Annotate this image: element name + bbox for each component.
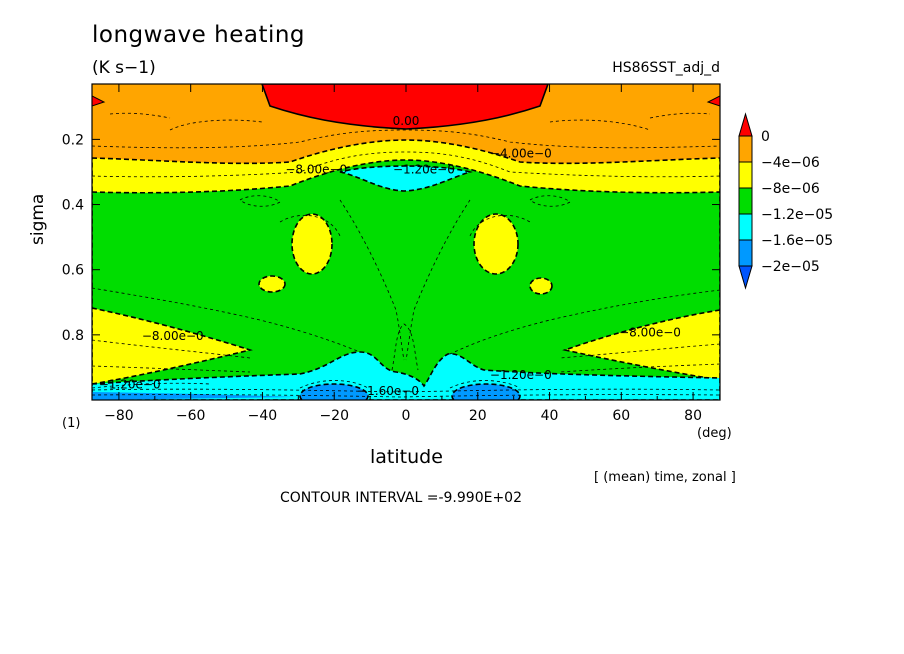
contour-label: −1.20e−0 bbox=[490, 368, 552, 382]
contour-label: −8.00e−0 bbox=[285, 163, 347, 177]
colorbar-swatch bbox=[738, 213, 753, 241]
y-axis-label: sigma bbox=[28, 193, 48, 245]
contour-label: −1.20e−0 bbox=[99, 378, 161, 392]
plot-area bbox=[92, 84, 720, 400]
region-yellow-blob-small-left bbox=[258, 275, 286, 293]
x-axis-label: latitude bbox=[370, 446, 443, 468]
region-red-left-edge bbox=[92, 95, 106, 107]
contour-label: −8.00e−0 bbox=[142, 329, 204, 343]
contour-label: −8.00e−0 bbox=[619, 326, 681, 340]
dataset-label: HS86SST_adj_d bbox=[612, 60, 720, 76]
colorbar: 0 −4e−06 −8e−06 −1.2e−05 −1.6e−05 −2e−05 bbox=[738, 112, 833, 290]
x-tick-label: 0 bbox=[402, 408, 411, 424]
x-tick-label: −40 bbox=[248, 408, 278, 424]
colorbar-swatch bbox=[738, 161, 753, 189]
region-yellow-blob-small-right bbox=[529, 277, 553, 295]
chart-title: longwave heating bbox=[92, 22, 306, 48]
region-blue-blob-right bbox=[451, 383, 521, 400]
x-tick-label: 60 bbox=[612, 408, 630, 424]
colorbar-label: −1.6e−05 bbox=[761, 233, 833, 249]
region-blue-bottom-strip bbox=[92, 392, 300, 400]
colorbar-label: −8e−06 bbox=[761, 181, 820, 197]
contour-label: −1.60e−0 bbox=[357, 384, 419, 398]
x-tick-label: −80 bbox=[104, 408, 134, 424]
averaging-note: [ (mean) time, zonal ] bbox=[594, 470, 736, 485]
x-tick-label: 40 bbox=[541, 408, 559, 424]
colorbar-swatch bbox=[738, 135, 753, 163]
x-axis: −80 −60 −40 −20 0 20 40 60 80 bbox=[104, 84, 702, 424]
colorbar-swatch bbox=[738, 265, 753, 290]
x-tick-label: 80 bbox=[684, 408, 702, 424]
contour-label: −1.20e−0 bbox=[393, 163, 455, 177]
colorbar-label: −4e−06 bbox=[761, 155, 820, 171]
thin-contours bbox=[92, 112, 720, 398]
region-yellow-blob-right bbox=[473, 213, 519, 275]
corner-label: (1) bbox=[62, 416, 81, 431]
y-tick-label: 0.6 bbox=[62, 263, 84, 279]
chart-units: (K s−1) bbox=[92, 58, 156, 78]
contour-label: 0.00 bbox=[393, 114, 420, 128]
region-cyan-upper-center bbox=[339, 165, 473, 192]
colorbar-label: −2e−05 bbox=[761, 259, 820, 275]
y-tick-label: 0.4 bbox=[62, 198, 84, 214]
region-green-main bbox=[92, 159, 720, 400]
x-tick-label: 20 bbox=[469, 408, 487, 424]
y-tick-label: 0.8 bbox=[62, 328, 84, 344]
region-yellow-blob-left bbox=[291, 213, 333, 275]
x-tick-label: −60 bbox=[176, 408, 206, 424]
x-tick-label: −20 bbox=[319, 408, 349, 424]
colorbar-label: −1.2e−05 bbox=[761, 207, 833, 223]
contour-interval: CONTOUR INTERVAL =-9.990E+02 bbox=[280, 490, 522, 506]
region-red-top-center bbox=[261, 84, 549, 130]
colorbar-swatch bbox=[738, 187, 753, 215]
region-red-right-edge bbox=[706, 95, 720, 107]
region-yellow-lower-right bbox=[562, 309, 720, 381]
x-axis-unit: (deg) bbox=[697, 426, 732, 441]
colorbar-label: 0 bbox=[761, 129, 770, 145]
region-cyan-lower bbox=[92, 351, 720, 400]
colorbar-swatch bbox=[738, 239, 753, 267]
region-yellow-lower-left bbox=[92, 307, 253, 385]
colorbar-swatch bbox=[738, 112, 753, 137]
contour-labels: 0.00 −4.00e−0 −8.00e−0 −1.20e−0 −8.00e−0 −8.0… bbox=[99, 114, 681, 398]
y-tick-label: 0.2 bbox=[62, 132, 84, 148]
y-axis: 0.2 0.4 0.6 0.8 bbox=[62, 132, 720, 344]
contour-label: −4.00e−0 bbox=[490, 146, 552, 160]
